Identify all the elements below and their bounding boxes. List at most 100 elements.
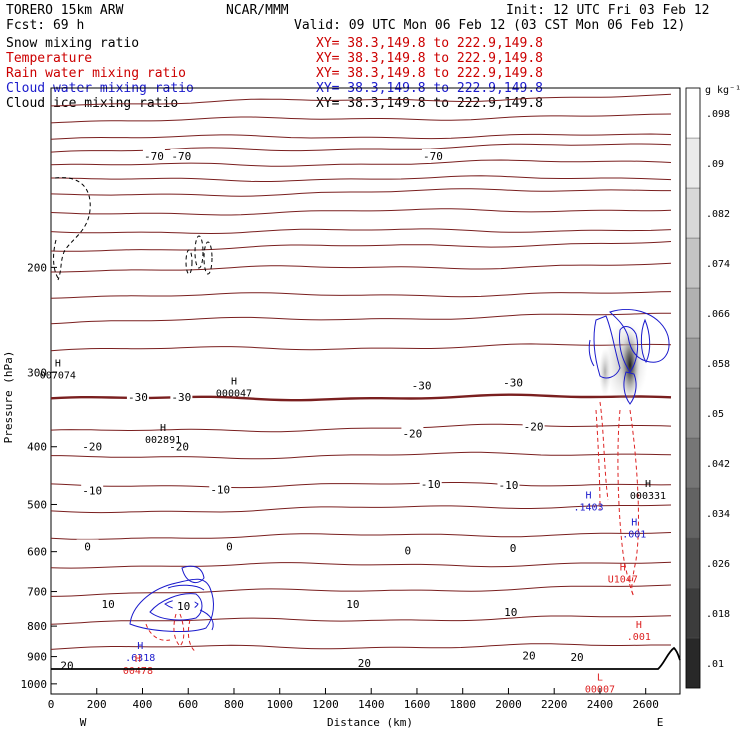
isotherm-line — [51, 262, 672, 273]
isotherm-line — [50, 393, 672, 402]
cw-east-5 — [623, 371, 637, 405]
isotherm-label: -70 — [423, 150, 443, 163]
y-tick-label: 200 — [27, 261, 47, 274]
extremum-kind: L — [597, 672, 603, 683]
isotherm-label-bg — [218, 539, 241, 552]
colorbar-tick-label: .042 — [706, 459, 730, 470]
x-tick-label: 2400 — [587, 698, 614, 711]
plot-frame — [50, 87, 681, 695]
legend-xy-rain: XY= 38.3,149.8 to 222.9,149.8 — [316, 66, 543, 81]
cw-east-2 — [609, 308, 670, 363]
rain-contour-w3 — [145, 623, 171, 641]
isotherm-label: 10 — [504, 606, 517, 619]
colorbar-cell — [685, 137, 701, 189]
isotherm-label-bg — [497, 478, 520, 491]
isotherm-label: 10 — [102, 598, 115, 611]
isotherm-label: -30 — [503, 376, 523, 389]
isotherm-label: -70 — [171, 150, 191, 163]
isotherm-label: -70 — [144, 150, 164, 163]
x-tick-label: 200 — [87, 698, 107, 711]
plot-area: -70 -70 -70 -30 -30 -30 -30 -20 -20 -20 -20 -10 -10 -… — [21, 87, 681, 711]
isotherm-line — [50, 561, 672, 569]
y-tick-label: 900 — [27, 651, 47, 664]
legend-xy-temperature: XY= 38.3,149.8 to 222.9,149.8 — [316, 51, 543, 66]
x-tick-label: 2600 — [632, 698, 659, 711]
isotherm-label: 0 — [405, 544, 412, 557]
isotherm-line — [50, 504, 672, 514]
isotherm-label-bg — [419, 477, 442, 490]
x-tick-label: 400 — [133, 698, 153, 711]
isotherm-label: -10 — [421, 478, 441, 491]
colorbar-cell — [685, 87, 701, 139]
extremum-kind: H — [55, 358, 61, 369]
cw-east-3 — [619, 326, 639, 373]
isotherm-label: 10 — [346, 598, 359, 611]
y-tick-label: 500 — [27, 498, 47, 511]
cloud-water-contours — [129, 308, 670, 632]
isotherm-label: -10 — [210, 484, 230, 497]
extremum-value: .1403 — [573, 502, 603, 513]
extremum-kind: H — [620, 562, 626, 573]
isotherm-label-bg — [518, 648, 541, 661]
extremum-kind: H — [137, 641, 143, 652]
org-label: NCAR/MMM — [226, 3, 289, 18]
valid-label: Valid: 09 UTC Mon 06 Feb 12 (03 CST Mon … — [294, 18, 685, 33]
colorbar-cell — [685, 487, 701, 539]
snow-contour-west-2 — [53, 239, 59, 279]
extremum-kind: H — [585, 490, 591, 501]
extremum-kind: H — [631, 517, 637, 528]
isotherm-label-bg — [566, 649, 589, 662]
extremum-value: 00478 — [123, 666, 153, 677]
isotherm-label-bg — [421, 148, 444, 161]
isotherm-line — [50, 312, 671, 325]
colorbar-cell — [685, 637, 701, 689]
y-tick-label: 300 — [27, 366, 47, 379]
isotherm-label: 20 — [60, 659, 73, 672]
isotherm-line — [50, 241, 672, 252]
isotherm-label-bg — [522, 419, 545, 432]
cw-west-4 — [181, 565, 205, 584]
colorbar-tick-label: .034 — [706, 509, 730, 520]
x-tick-label: 1400 — [358, 698, 385, 711]
isotherm-line — [50, 208, 672, 216]
isotherm-line — [50, 93, 672, 107]
isotherm-line — [50, 228, 672, 235]
y-axis-label: Pressure (hPa) — [2, 351, 15, 444]
colorbar-tick-label: .09 — [706, 159, 724, 170]
colorbar-unit: g kg⁻¹ — [705, 85, 740, 96]
extremum-kind: H — [645, 479, 651, 490]
isotherm-line — [51, 175, 672, 182]
colorbar-tick-label: .026 — [706, 559, 730, 570]
isotherm-label-bg — [76, 539, 99, 552]
snow-contour-west — [54, 177, 91, 281]
isotherm-label-bg — [170, 148, 193, 161]
isotherm-label: -30 — [171, 391, 191, 404]
colorbar-frame — [685, 87, 701, 689]
isotherm-label-bg — [499, 604, 522, 617]
init-label: Init: 12 UTC Fri 03 Feb 12 — [506, 3, 710, 18]
isotherm-label-bg — [81, 439, 104, 452]
colorbar-tick-label: .082 — [706, 209, 730, 220]
model-title: TORERO 15km ARW — [6, 3, 124, 18]
west-label: W — [80, 716, 87, 729]
isotherm-label: 0 — [226, 540, 233, 553]
terrain-line — [51, 646, 681, 670]
isotherm-line — [50, 423, 672, 433]
isotherm-line — [50, 188, 671, 197]
colorbar-tick-label: .074 — [706, 259, 730, 270]
extremum-value: U1047 — [608, 574, 638, 585]
colorbar-cell — [685, 387, 701, 439]
isotherm-line — [50, 343, 672, 352]
isotherm-label-bg — [401, 426, 424, 439]
isotherm-line — [50, 643, 671, 650]
isotherm-label-bg — [172, 598, 195, 611]
isotherm-label-bg — [502, 540, 525, 553]
colorbar-cell — [685, 237, 701, 289]
isotherm-label: 0 — [510, 542, 517, 555]
extremum-kind: H — [636, 620, 642, 631]
rain-contour-4 — [629, 409, 639, 597]
colorbar-tick-label: .018 — [706, 609, 730, 620]
isotherm-label-bg — [97, 596, 120, 609]
colorbar-cell — [685, 537, 701, 589]
x-tick-label: 1000 — [266, 698, 293, 711]
